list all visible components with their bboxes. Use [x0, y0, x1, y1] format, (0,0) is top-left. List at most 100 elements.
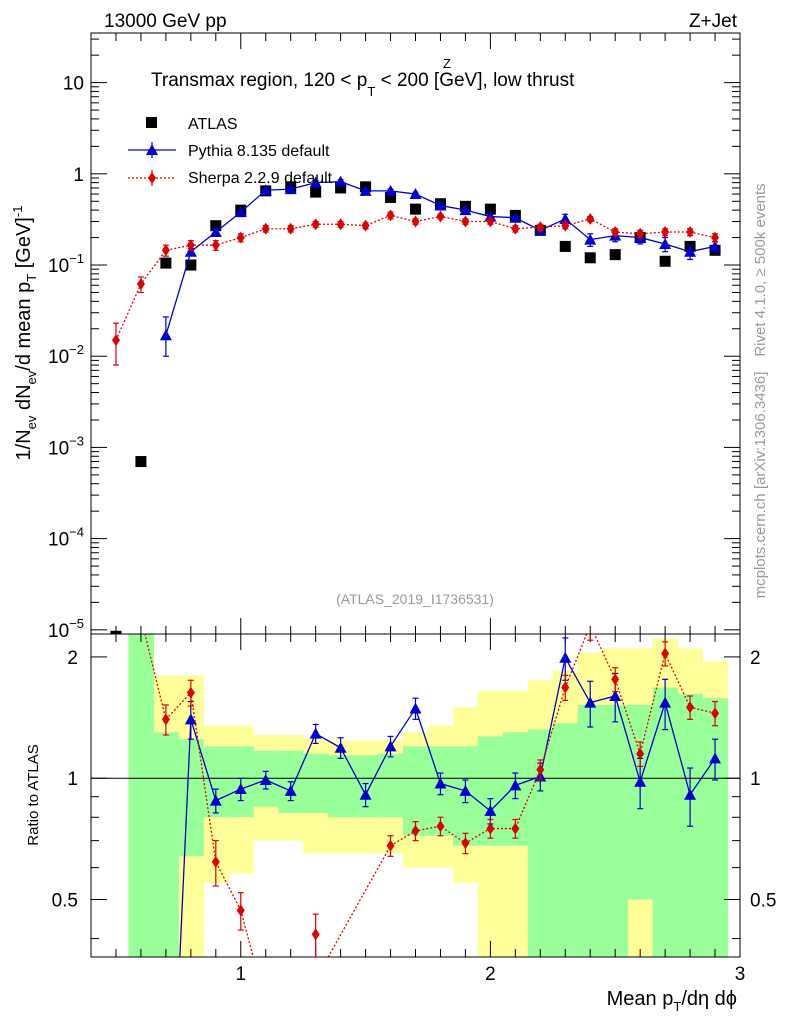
- sherpa-ratio-point: [561, 681, 570, 694]
- sherpa-point: [311, 218, 320, 231]
- y-tick-label-main: 10−1: [48, 251, 84, 277]
- y-tick-label-base: 10: [48, 530, 69, 551]
- sherpa-point: [136, 277, 145, 290]
- atlas-point: [609, 249, 621, 261]
- y-tick-label-main: 10−5: [48, 616, 84, 642]
- ratio-band-green: [153, 732, 179, 957]
- sherpa-point: [111, 334, 120, 347]
- legend-atlas-marker: [146, 117, 157, 128]
- x-tick-label: 3: [735, 964, 746, 985]
- pythia-point: [409, 188, 422, 200]
- atlas-point: [310, 186, 322, 198]
- sherpa-ratio-point: [461, 837, 470, 850]
- pythia-point: [209, 226, 222, 238]
- y-tick-label-base: 10: [48, 621, 69, 642]
- y-tick-label-main: 10−2: [48, 342, 84, 368]
- y-tick-label-base: 10: [48, 347, 69, 368]
- sherpa-point: [286, 222, 295, 235]
- pythia-point: [309, 176, 322, 188]
- y-tick-label-exponent: −2: [69, 342, 84, 357]
- y-tick-label-main: 10−4: [48, 525, 84, 551]
- sherpa-ratio-point: [636, 747, 645, 760]
- pythia-point: [509, 211, 522, 223]
- pythia-ratio-point: [684, 788, 697, 800]
- title-superscript: Z: [443, 56, 451, 71]
- legend-pythia-marker: [146, 144, 158, 155]
- y-tick-label-ratio-right: 1: [750, 769, 761, 790]
- sherpa-ratio-point: [386, 839, 395, 852]
- sherpa-ratio-point: [711, 707, 720, 720]
- y-tick-label-main: 10−3: [48, 433, 84, 459]
- y-tick-label-main: 10: [63, 74, 84, 95]
- pythia-ratio-point: [334, 741, 347, 753]
- atlas-point: [160, 257, 172, 269]
- y-tick-label-ratio-right: 0.5: [750, 891, 776, 912]
- x-axis-label: Mean pT/dη dϕ: [607, 988, 737, 1014]
- title-rest: < 200 [GeV], low thrust: [375, 70, 575, 91]
- ratio-band-green: [128, 634, 154, 957]
- pythia-ratio-point: [234, 783, 247, 795]
- atlas-point: [210, 220, 222, 232]
- pythia-ratio-point: [259, 773, 272, 785]
- sherpa-point: [336, 218, 345, 231]
- sherpa-point: [261, 222, 270, 235]
- pythia-point: [234, 206, 247, 218]
- ylabel-part-d: ev: [24, 370, 39, 384]
- sherpa-ratio-point: [311, 928, 320, 941]
- legend-sherpa-marker: [148, 172, 156, 184]
- pythia-point: [259, 184, 272, 196]
- sherpa-ratio-point: [536, 763, 545, 776]
- sherpa-ratio-point: [486, 822, 495, 835]
- sherpa-ratio-point: [186, 686, 195, 699]
- x-tick-label: 1: [235, 964, 246, 985]
- xlabel-part-a: Mean p: [607, 988, 674, 1010]
- ylabel-part-h: -1: [10, 206, 25, 218]
- sherpa-point: [186, 239, 195, 252]
- atlas-point: [484, 203, 496, 215]
- pythia-ratio-point: [209, 794, 222, 806]
- pythia-point: [384, 184, 397, 196]
- x-tick-label: 2: [485, 964, 496, 985]
- ylabel-part-b: ev: [24, 415, 39, 429]
- atlas-point: [335, 182, 347, 194]
- atlas-point: [110, 630, 122, 634]
- ratio-band-green: [178, 739, 204, 857]
- ylabel-part-c: dN: [13, 384, 35, 415]
- pythia-ratio-point: [509, 779, 522, 791]
- sherpa-point: [511, 222, 520, 235]
- pythia-ratio-point: [434, 777, 447, 789]
- ratio-band-green: [652, 687, 679, 957]
- pythia-ratio-point: [484, 804, 497, 816]
- sherpa-point: [461, 215, 470, 228]
- analysis-watermark: (ATLAS_2019_I1736531): [336, 591, 494, 607]
- ylabel-part-a: 1/N: [13, 429, 35, 460]
- y-tick-label-exponent: −5: [69, 616, 84, 631]
- pythia-ratio-point: [184, 713, 197, 725]
- sherpa-point: [386, 209, 395, 222]
- chart-title: Transmax region, 120 < pT < 200 [GeV], l…: [151, 70, 575, 99]
- sherpa-ratio-point: [161, 713, 170, 726]
- ratio-band-green: [552, 723, 579, 957]
- sherpa-point: [711, 231, 720, 244]
- pythia-ratio-point: [359, 788, 372, 800]
- legend-atlas-label: ATLAS: [188, 116, 238, 133]
- main-series-layer: [110, 175, 722, 634]
- y-tick-label-exponent: −3: [69, 433, 84, 448]
- sherpa-point: [686, 226, 695, 239]
- legend-sherpa-label: Sherpa 2.2.9 default: [188, 170, 333, 187]
- sherpa-ratio-point: [211, 855, 220, 868]
- pythia-point: [434, 199, 447, 211]
- ratio-series-layer: [144, 634, 722, 957]
- ratio-band-green: [378, 753, 404, 818]
- top-left-label: 13000 GeV pp: [104, 11, 227, 32]
- sherpa-ratio-connector: [240, 910, 254, 957]
- sherpa-ratio-point: [511, 822, 520, 835]
- sherpa-point: [236, 231, 245, 244]
- sherpa-ratio-point: [411, 824, 420, 837]
- sherpa-point: [361, 219, 370, 232]
- axis-ticks: [90, 33, 741, 957]
- ratio-band-green: [403, 746, 429, 836]
- sherpa-ratio-point: [686, 701, 695, 714]
- pythia-point: [284, 183, 297, 195]
